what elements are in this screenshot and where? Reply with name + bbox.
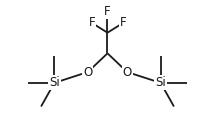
Text: Si: Si xyxy=(49,76,60,89)
Text: O: O xyxy=(83,65,92,79)
Text: F: F xyxy=(104,5,111,18)
Text: O: O xyxy=(123,65,132,79)
Text: F: F xyxy=(120,16,127,29)
Text: F: F xyxy=(88,16,95,29)
Text: Si: Si xyxy=(155,76,166,89)
